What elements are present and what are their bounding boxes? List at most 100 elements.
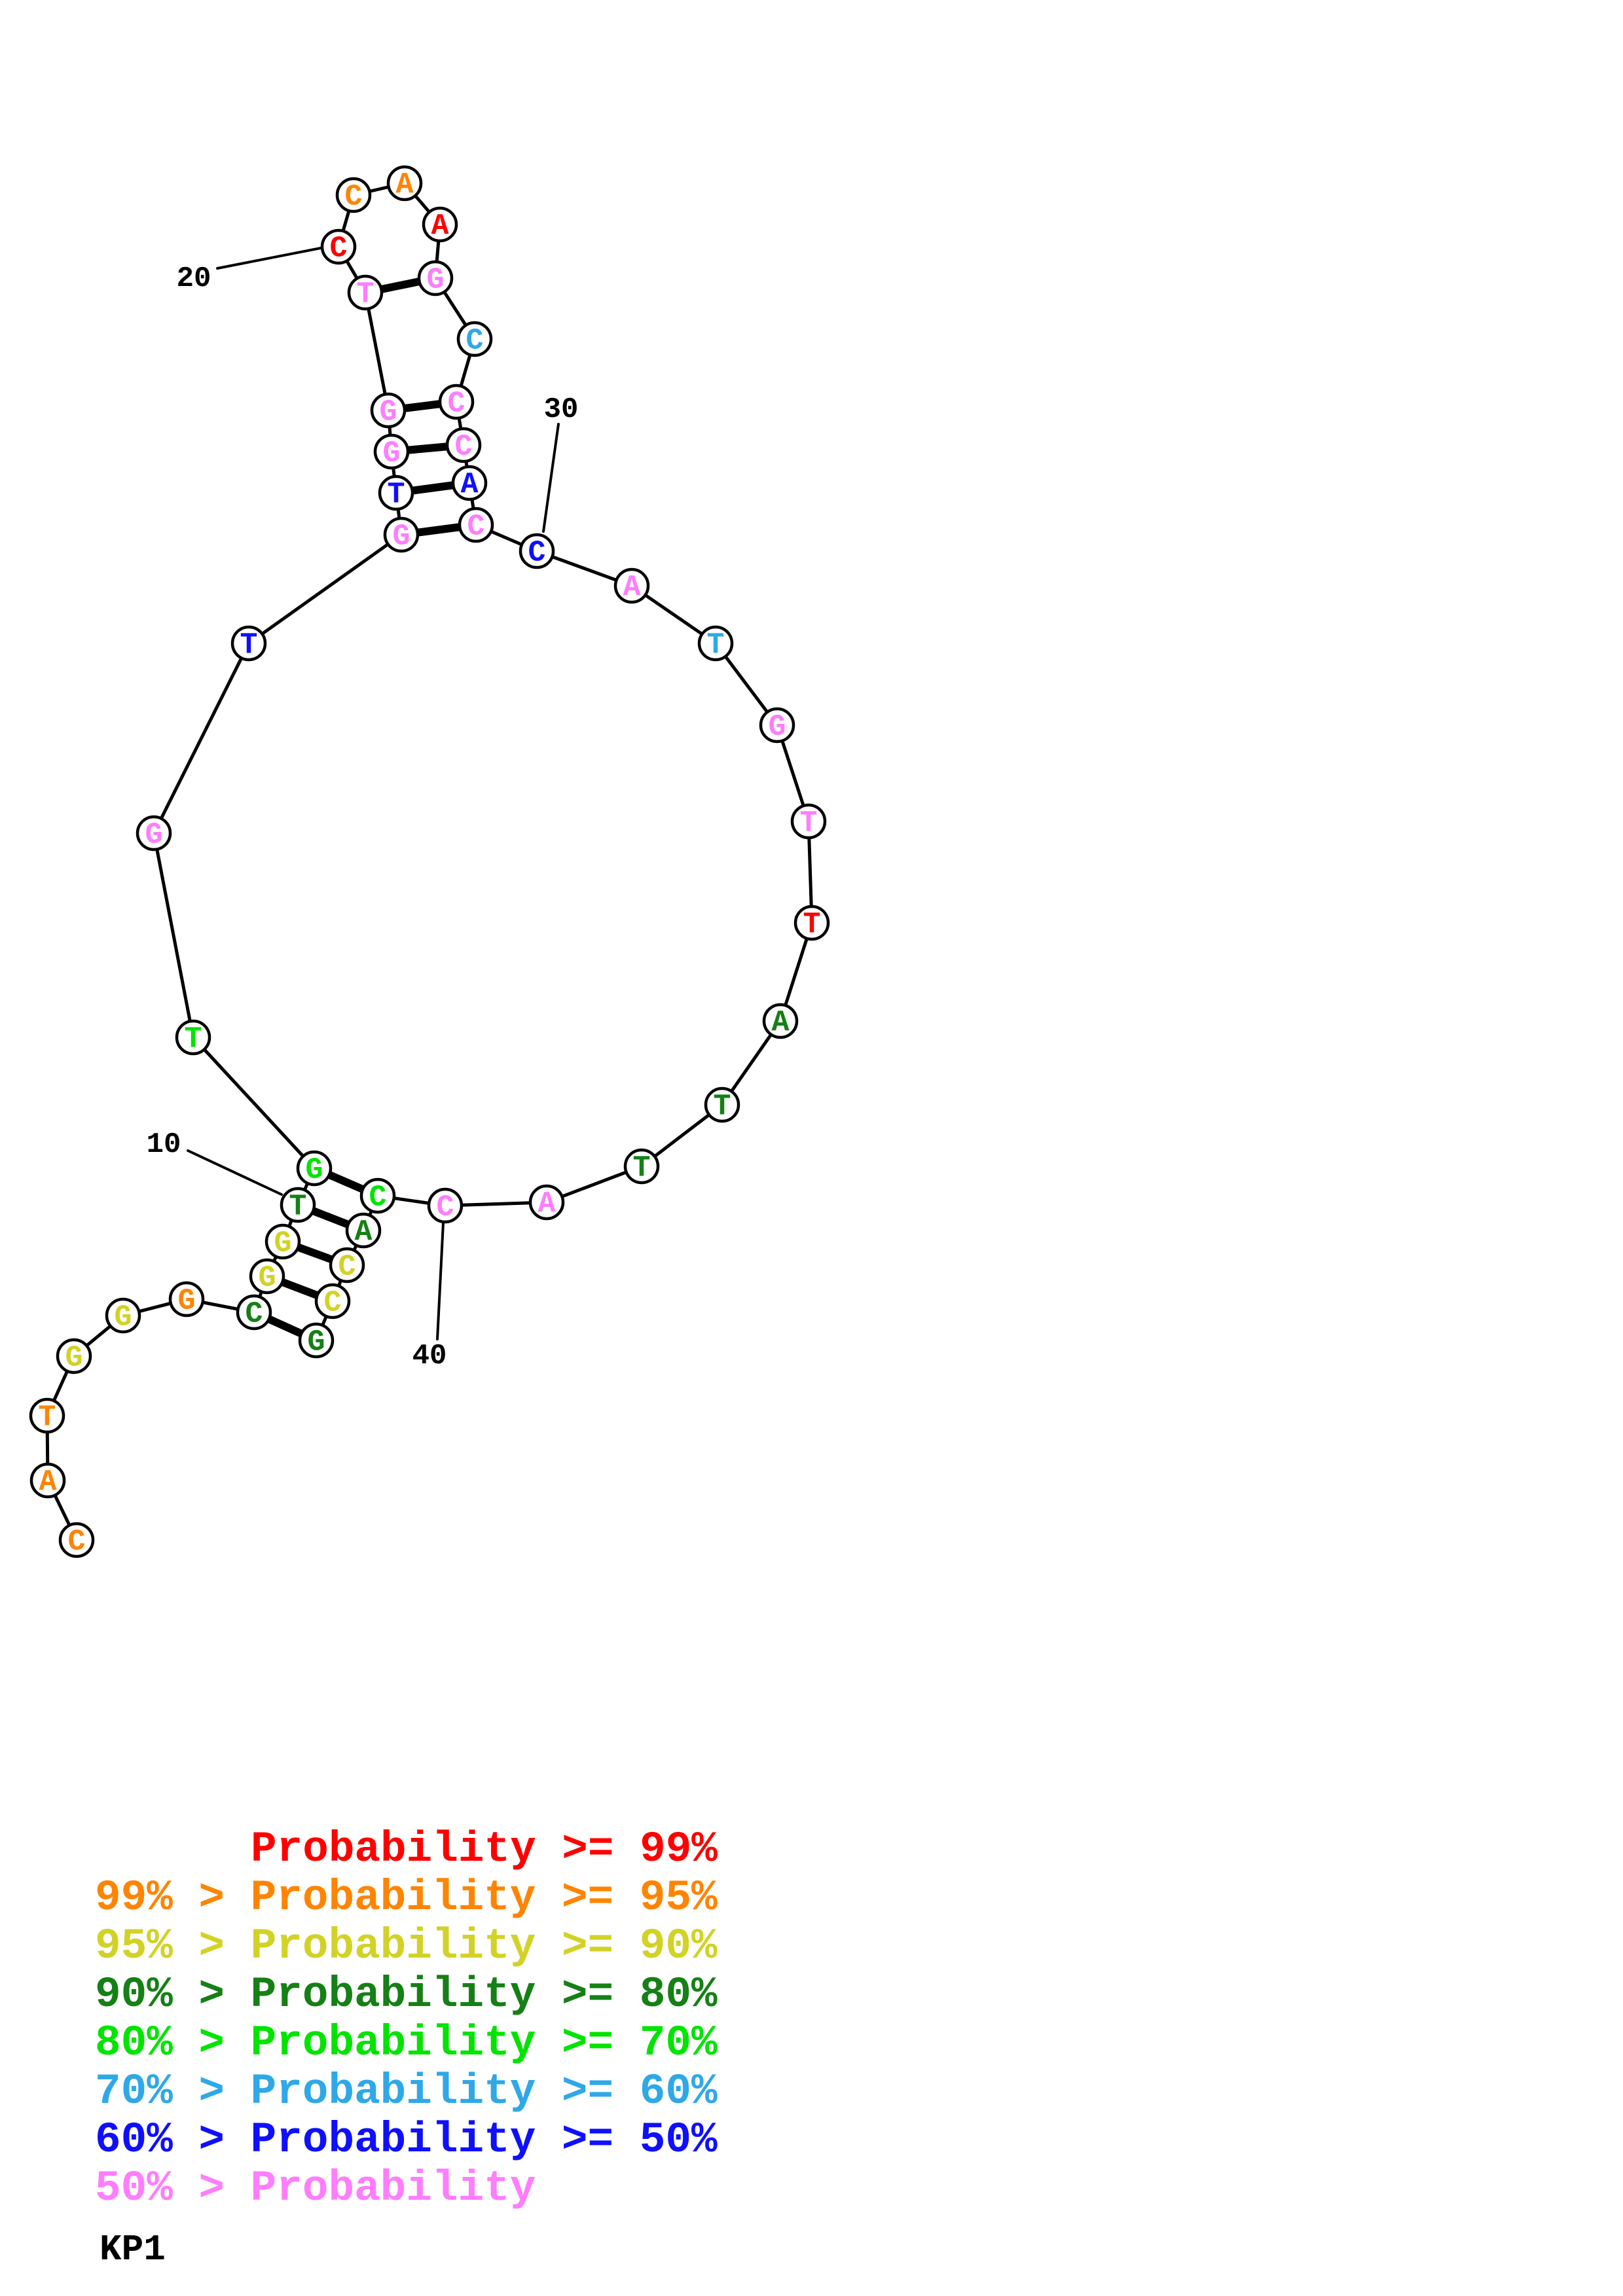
nucleotide-base-letter: C: [467, 511, 484, 544]
backbone-lines: [45, 181, 814, 1542]
nucleotide-circle: [790, 803, 827, 840]
nucleotide-circle: [249, 1258, 285, 1295]
nucleotide-circle: [314, 1283, 351, 1319]
backbone-segment: [247, 533, 403, 645]
nucleotide: T: [230, 625, 267, 662]
nucleotide-base-letter: T: [240, 629, 257, 662]
nucleotide-circle: [329, 1247, 365, 1283]
nucleotide-base-letter: C: [67, 1526, 85, 1559]
nucleotide-circle: [456, 321, 493, 357]
nucleotide-circle: [335, 177, 372, 213]
nucleotide-base-letter: T: [799, 807, 817, 840]
nucleotide-circle: [280, 1187, 316, 1223]
nucleotide-circle: [762, 1003, 799, 1039]
nucleotide-circle: [296, 1150, 333, 1187]
nucleotide: A: [29, 1462, 66, 1499]
nucleotide-base-letter: C: [447, 387, 465, 421]
nucleotide-base-letter: A: [460, 469, 478, 502]
legend-row: 90% > Probability >= 80%: [95, 1970, 718, 2019]
nucleotide-base-letter: G: [177, 1285, 195, 1318]
nucleotide-base-letter: A: [538, 1188, 555, 1221]
position-label: 20: [177, 262, 211, 295]
nucleotide: T: [280, 1187, 316, 1224]
nucleotide: G: [56, 1338, 92, 1375]
backbone-segment: [191, 1035, 316, 1170]
nucleotide: T: [29, 1397, 65, 1435]
legend-row: 80% > Probability >= 70%: [95, 2018, 718, 2068]
nucleotide-base-letter: C: [323, 1287, 341, 1320]
nucleotide: G: [105, 1297, 141, 1335]
backbone-segment: [152, 641, 251, 835]
nucleotide: G: [373, 433, 410, 471]
nucleotide-base-letter: T: [713, 1090, 731, 1124]
nucleotide: T: [623, 1148, 660, 1185]
pair-bonds: [252, 274, 477, 1344]
nucleotide-circle: [56, 1338, 92, 1374]
nucleotide-circle: [347, 274, 384, 311]
nucleotide: C: [445, 427, 482, 464]
nucleotide-circle: [345, 1212, 382, 1249]
nucleotide-base-letter: T: [632, 1152, 650, 1185]
label-leader-line: [542, 423, 560, 533]
nucleotide: C: [58, 1522, 95, 1559]
nucleotide-circle: [298, 1322, 335, 1359]
nucleotide-base-letter: C: [528, 537, 545, 570]
position-label: 10: [147, 1128, 181, 1161]
legend-row: Probability >= 99%: [251, 1825, 718, 1874]
nucleotide-circle: [373, 433, 410, 470]
nucleotide-circle: [58, 1522, 95, 1558]
nucleotide-base-letter: T: [803, 908, 820, 942]
label-leader-line: [187, 1149, 283, 1196]
nucleotide: T: [704, 1086, 740, 1124]
nucleotide-base-letter: G: [114, 1301, 132, 1335]
nucleotide-circle: [320, 228, 357, 265]
nucleotide: T: [790, 803, 827, 840]
nucleotide-circle: [175, 1019, 211, 1056]
backbone-segment: [152, 831, 195, 1039]
nucleotide-circle: [528, 1184, 565, 1221]
nucleotide-base-letter: G: [258, 1262, 276, 1295]
nucleotide-circle: [704, 1086, 740, 1123]
nucleotide-base-letter: T: [356, 278, 374, 312]
nucleotide-circle: [422, 206, 458, 243]
nucleotide: G: [370, 392, 407, 429]
nucleotide: G: [168, 1281, 205, 1318]
nucleotide: G: [298, 1322, 335, 1359]
nucleotide-circle: [519, 533, 555, 569]
nucleotide: G: [759, 707, 795, 744]
nucleotide-circle: [136, 815, 172, 852]
nucleotide-base-letter: G: [65, 1342, 82, 1375]
nucleotide: A: [528, 1184, 565, 1221]
nucleotide: C: [335, 177, 372, 214]
nucleotide: C: [359, 1177, 396, 1215]
nucleotide: C: [427, 1187, 464, 1225]
nucleotide-circle: [623, 1148, 660, 1185]
nucleotide-base-letter: G: [379, 396, 397, 429]
nucleotide-circle: [359, 1177, 396, 1214]
label-leader-line: [216, 247, 322, 270]
nucleotide: T: [378, 475, 414, 512]
nucleotide: C: [519, 533, 555, 570]
nucleotide-base-letter: G: [305, 1154, 323, 1187]
label-leader-line: [436, 1221, 445, 1340]
nucleotide: G: [249, 1258, 285, 1295]
nucleotide: A: [422, 206, 458, 243]
nucleotide: T: [793, 905, 830, 942]
nucleotide-base-letter: G: [426, 264, 444, 297]
nucleotide-base-letter: A: [771, 1007, 789, 1040]
nucleotide: A: [345, 1212, 382, 1249]
nucleotide-circle: [370, 392, 407, 429]
nucleotide-circle: [417, 260, 454, 296]
nucleotide-circle: [458, 507, 494, 543]
nucleotide-base-letter: T: [387, 478, 405, 512]
nucleotide-base-letter: G: [382, 437, 400, 471]
nucleotide-circle: [29, 1462, 66, 1499]
nucleotide-circle: [445, 427, 482, 463]
nucleotide-base-letter: G: [307, 1326, 325, 1359]
nucleotide-circle: [613, 567, 650, 604]
nucleotide-circle: [264, 1223, 301, 1260]
nucleotide-base-letter: T: [184, 1023, 202, 1056]
nucleotide-base-letter: C: [338, 1251, 356, 1284]
nucleotide-circle: [105, 1297, 141, 1334]
nucleotide-base-letter: A: [623, 571, 640, 605]
